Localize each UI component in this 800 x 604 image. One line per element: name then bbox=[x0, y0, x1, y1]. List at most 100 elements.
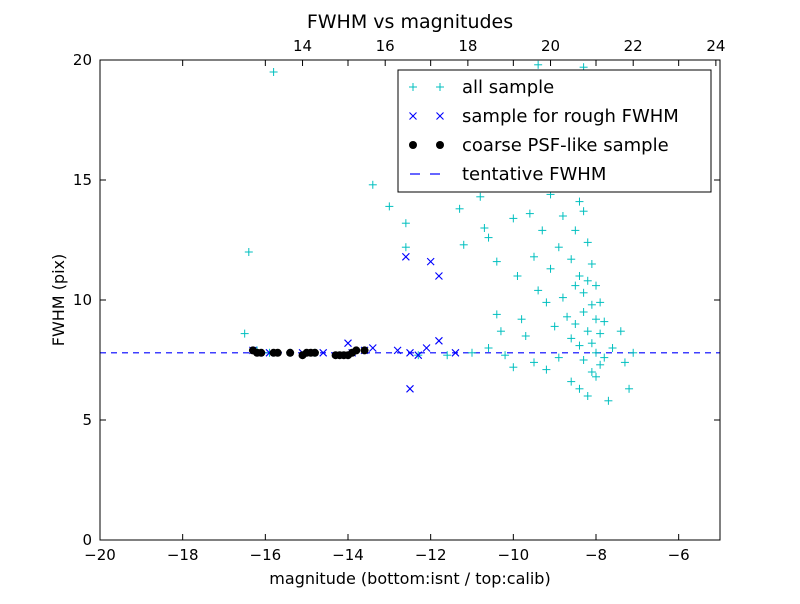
all-sample-point bbox=[567, 377, 576, 386]
rough-sample-point bbox=[393, 346, 402, 355]
x-tick-label: −8 bbox=[585, 546, 607, 564]
all-sample-point bbox=[368, 180, 377, 189]
y-tick-label: 15 bbox=[73, 171, 92, 189]
all-sample-point bbox=[587, 339, 596, 348]
all-sample-point bbox=[484, 233, 493, 242]
x-tick-label: −16 bbox=[250, 546, 282, 564]
dot bbox=[273, 348, 282, 357]
all-sample-point bbox=[542, 365, 551, 374]
all-sample-point bbox=[600, 353, 609, 362]
dot bbox=[409, 141, 417, 149]
all-sample-point bbox=[575, 384, 584, 393]
all-sample-point bbox=[587, 368, 596, 376]
psf-sample-point bbox=[352, 346, 361, 355]
all-sample-point bbox=[525, 209, 534, 218]
legend-label: tentative FWHM bbox=[462, 164, 606, 185]
all-sample-point bbox=[443, 351, 452, 360]
rough-sample-point bbox=[426, 257, 435, 266]
x-b bbox=[436, 112, 444, 120]
all-sample-point bbox=[401, 243, 410, 252]
all-sample-point bbox=[583, 392, 592, 400]
rough-sample-point bbox=[435, 272, 443, 280]
x-b bbox=[414, 351, 423, 360]
all-sample-point bbox=[550, 322, 559, 331]
x-axis-label: magnitude (bottom:isnt / top:calib) bbox=[269, 569, 550, 588]
all-sample-point bbox=[521, 332, 530, 340]
rough-sample-point bbox=[406, 348, 414, 357]
all-sample-point bbox=[513, 272, 522, 280]
top-tick-label: 16 bbox=[376, 37, 395, 55]
all-sample-point bbox=[608, 344, 617, 352]
all-sample-point bbox=[484, 344, 493, 352]
all-sample-point bbox=[244, 248, 253, 256]
legend-marker bbox=[436, 141, 444, 149]
psf-sample-point bbox=[286, 348, 295, 357]
data-marks bbox=[100, 60, 720, 405]
psf-sample-point bbox=[257, 348, 266, 357]
all-sample-point bbox=[600, 317, 609, 326]
rough-sample-point bbox=[406, 384, 414, 393]
x-b bbox=[401, 252, 410, 261]
x-tick-label: −10 bbox=[498, 546, 530, 564]
all-sample-point bbox=[629, 348, 638, 357]
legend-label: coarse PSF-like sample bbox=[462, 135, 669, 156]
all-sample-point bbox=[496, 327, 505, 336]
all-sample-point bbox=[554, 243, 563, 252]
psf-sample-point bbox=[360, 346, 369, 355]
all-sample-point bbox=[571, 226, 580, 235]
all-sample-point bbox=[385, 202, 394, 211]
top-tick-label: 22 bbox=[624, 37, 643, 55]
all-sample-point bbox=[604, 396, 613, 405]
all-sample-point bbox=[517, 315, 526, 324]
x-b bbox=[344, 339, 352, 348]
all-sample-point bbox=[592, 372, 600, 381]
legend-marker bbox=[409, 83, 417, 91]
x-b bbox=[426, 257, 435, 266]
all-sample-point bbox=[592, 348, 600, 357]
rough-sample-point bbox=[344, 339, 352, 348]
legend-label: all sample bbox=[462, 77, 554, 98]
dot bbox=[310, 348, 319, 357]
legend-marker bbox=[436, 83, 444, 91]
all-sample-point bbox=[596, 360, 605, 369]
rough-sample-point bbox=[451, 348, 460, 357]
x-b bbox=[393, 346, 402, 355]
y-axis-label: FWHM (pix) bbox=[49, 254, 68, 347]
dot bbox=[360, 346, 369, 355]
all-sample-point bbox=[554, 353, 563, 362]
all-sample-point bbox=[571, 281, 580, 290]
legend: all sample sample for rough FWHM coarse PS… bbox=[397, 69, 712, 193]
x-b bbox=[409, 112, 417, 120]
all-sample-point bbox=[587, 300, 596, 309]
x-b bbox=[406, 384, 414, 393]
all-sample-point bbox=[616, 327, 625, 336]
all-sample-point bbox=[459, 240, 468, 249]
all-sample-point bbox=[534, 286, 543, 295]
all-sample-point bbox=[579, 308, 588, 316]
x-tick-label: −14 bbox=[332, 546, 364, 564]
all-sample-point bbox=[596, 329, 605, 338]
all-sample-point bbox=[575, 341, 584, 350]
x-tick-label: −6 bbox=[668, 546, 690, 564]
x-b bbox=[406, 348, 414, 357]
y-tick-label: 20 bbox=[73, 51, 92, 69]
x-b bbox=[368, 344, 377, 352]
y-tick-label: 0 bbox=[82, 531, 92, 549]
chart-title: FWHM vs magnitudes bbox=[307, 11, 513, 33]
legend-label: sample for rough FWHM bbox=[462, 106, 679, 127]
all-sample-point bbox=[480, 224, 489, 232]
all-sample-point bbox=[583, 238, 592, 247]
y-tick-label: 5 bbox=[82, 411, 92, 429]
all-sample-point bbox=[476, 192, 485, 201]
x-b bbox=[319, 348, 328, 357]
all-sample-point bbox=[558, 293, 567, 302]
all-sample-point bbox=[575, 272, 584, 280]
all-sample-point bbox=[501, 351, 510, 360]
all-sample-point bbox=[567, 255, 576, 264]
all-sample-point bbox=[530, 252, 538, 261]
all-sample-point bbox=[492, 257, 501, 266]
all-sample-point bbox=[455, 204, 464, 213]
psf-sample-point bbox=[273, 348, 282, 357]
legend-box bbox=[397, 69, 712, 193]
